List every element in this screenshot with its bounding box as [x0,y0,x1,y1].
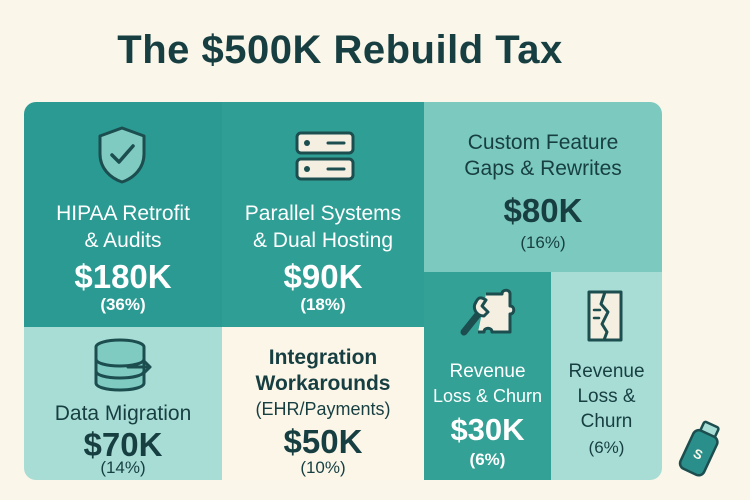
server-icon [295,131,355,181]
tile-amount: $50K [283,423,363,460]
tile-percent: (16%) [520,233,566,252]
tile-revenue-loss: Revenue Loss & Churn $30K (6%) [424,272,551,480]
tile-amount: $90K [283,258,363,295]
tile-hipaa: HIPAA Retrofit & Audits $180K (36%) [24,102,222,327]
usb-drive-icon: S [678,420,720,477]
shield-check-icon [98,126,146,184]
tile-label: Parallel Systems [244,202,402,225]
tile-label: Integration [268,346,378,369]
tile-amount: $30K [450,412,525,447]
tile-amount: $180K [74,258,172,295]
tile-label: Gaps & Rewrites [464,157,622,180]
tile-label: Custom Feature [467,131,619,154]
tile-percent: (18%) [300,295,346,314]
tile-label: Revenue [568,361,645,382]
tile-percent: (36%) [100,295,146,314]
tile-percent: (6%) [469,450,506,469]
database-icon [94,338,152,392]
tile-label: Revenue [449,361,526,382]
tile-label: Churn [580,411,633,432]
tile-percent: (6%) [588,438,625,457]
tile-integration-workarounds: Integration Workarounds (EHR/Payments) $… [222,327,424,480]
treemap: HIPAA Retrofit & Audits $180K (36%) Para… [24,102,662,480]
tile-percent: (10%) [300,458,346,477]
puzzle-wrench-icon [460,288,516,336]
tile-label: & Audits [84,229,162,252]
tile-label: Loss & [577,386,636,407]
tile-label: Workarounds [255,372,391,395]
tile-percent: (14%) [100,458,146,477]
torn-document-icon [587,290,623,342]
tile-label: HIPAA Retrofit [56,202,190,225]
tile-label: Data Migration [54,402,192,425]
tile-label: & Dual Hosting [252,229,394,252]
tile-revenue-churn: Revenue Loss & Churn (6%) [551,272,662,480]
tile-label: Loss & Churn [432,386,543,406]
tile-parallel-systems: Parallel Systems & Dual Hosting $90K (18… [222,102,424,327]
tile-sublabel: (EHR/Payments) [255,399,391,419]
tile-custom-feature: Custom Feature Gaps & Rewrites $80K (16%… [424,102,662,272]
tile-data-migration: Data Migration $70K (14%) [24,327,222,480]
tile-amount: $70K [83,426,163,463]
page-title: The $500K Rebuild Tax [117,28,563,72]
tile-amount: $80K [503,192,583,229]
